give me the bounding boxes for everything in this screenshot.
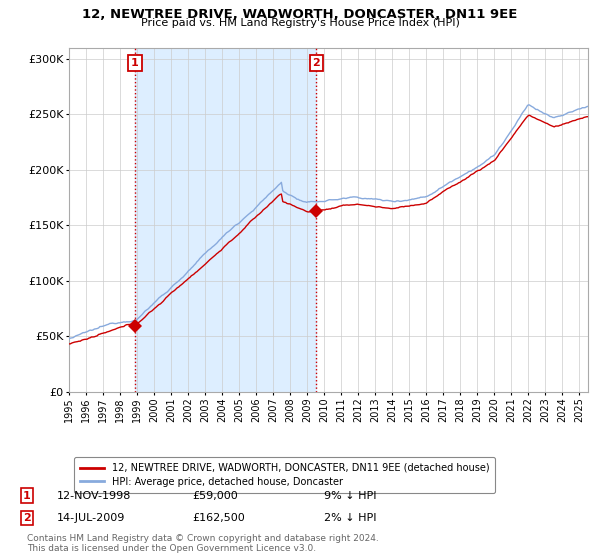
Text: 1: 1 — [23, 491, 31, 501]
Text: 2: 2 — [23, 513, 31, 523]
Text: 9% ↓ HPI: 9% ↓ HPI — [324, 491, 377, 501]
Bar — [135, 48, 316, 392]
Text: Price paid vs. HM Land Registry's House Price Index (HPI): Price paid vs. HM Land Registry's House … — [140, 18, 460, 29]
Text: 12, NEWTREE DRIVE, WADWORTH, DONCASTER, DN11 9EE: 12, NEWTREE DRIVE, WADWORTH, DONCASTER, … — [82, 8, 518, 21]
Text: £162,500: £162,500 — [192, 513, 245, 523]
Text: 1: 1 — [131, 58, 139, 68]
Text: 12-NOV-1998: 12-NOV-1998 — [57, 491, 131, 501]
Text: 14-JUL-2009: 14-JUL-2009 — [57, 513, 125, 523]
Text: Contains HM Land Registry data © Crown copyright and database right 2024.
This d: Contains HM Land Registry data © Crown c… — [27, 534, 379, 553]
Text: £59,000: £59,000 — [192, 491, 238, 501]
Text: 2% ↓ HPI: 2% ↓ HPI — [324, 513, 377, 523]
Text: 2: 2 — [313, 58, 320, 68]
Legend: 12, NEWTREE DRIVE, WADWORTH, DONCASTER, DN11 9EE (detached house), HPI: Average : 12, NEWTREE DRIVE, WADWORTH, DONCASTER, … — [74, 457, 495, 493]
